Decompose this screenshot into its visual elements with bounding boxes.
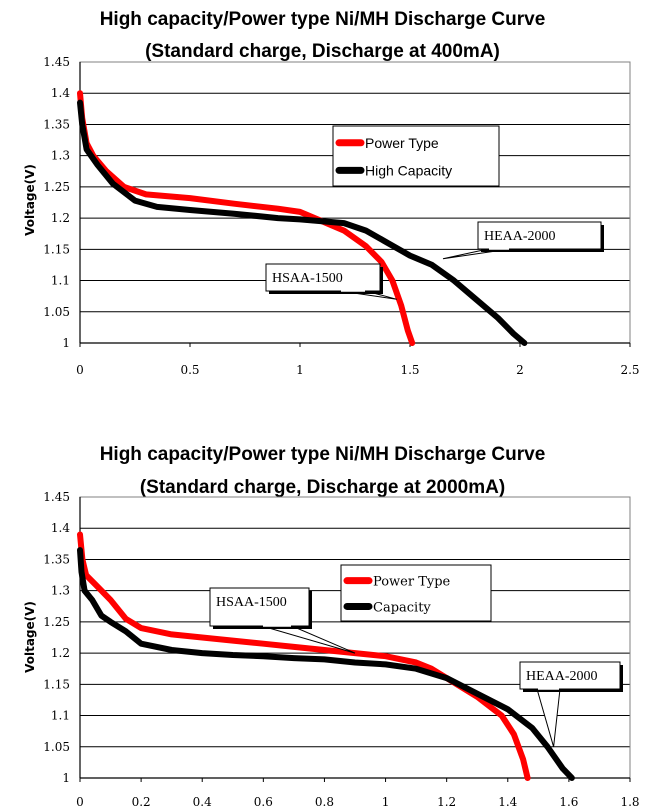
chart1-y-tick-label: 1.35 <box>43 117 70 131</box>
chart1-subtitle: (Standard charge, Discharge at 400mA) <box>145 41 500 62</box>
chart1-x-tick-label: 1.5 <box>400 363 419 377</box>
chart1-y-tick-label: 1.45 <box>43 55 70 69</box>
chart2-y-tick-label: 1.2 <box>51 646 70 660</box>
chart2-legend-label: Power Type <box>373 575 451 590</box>
chart1-y-tick-label: 1.3 <box>51 149 70 163</box>
chart1-legend-label: Power Type <box>365 135 439 151</box>
chart1-y-tick-label: 1.4 <box>51 86 70 100</box>
chart2-title: High capacity/Power type Ni/MH Discharge… <box>99 444 546 465</box>
chart2-callout-pointer <box>536 688 561 747</box>
chart2-y-tick-label: 1.35 <box>43 552 70 566</box>
chart2-plot-frame <box>79 496 631 779</box>
chart2-subtitle: (Standard charge, Discharge at 2000mA) <box>139 477 506 498</box>
chart2-callout-label: HSAA-1500 <box>216 595 287 610</box>
chart2-legend-label: Capacity <box>373 600 431 615</box>
chart1-series-line-high-capacity <box>77 99 528 346</box>
chart1-y-tick-label: 1.25 <box>43 180 70 194</box>
chart1-x-tick-label: 2.5 <box>620 363 639 377</box>
chart2-x-tick-label: 1.4 <box>498 795 517 809</box>
chart2-y-tick-label: 1.25 <box>43 615 70 629</box>
chart2-x-tick-label: 1 <box>382 795 390 809</box>
chart1-x-tick-label: 0.5 <box>180 363 199 377</box>
chart2-x-tick-label: 1.6 <box>559 795 578 809</box>
chart1-callout-box <box>265 263 381 292</box>
chart1-y-tick-label: 1.15 <box>43 242 70 256</box>
chart1-legend-label: High Capacity <box>365 162 452 178</box>
chart2-legend-box <box>340 564 492 622</box>
chart1-y-tick-label: 1.2 <box>51 211 70 225</box>
chart1-plot-frame <box>79 61 631 344</box>
chart2-y-tick-label: 1.15 <box>43 677 70 691</box>
chart1-x-tick-label: 0 <box>76 363 84 377</box>
chart2-x-tick-label: 0.2 <box>132 795 151 809</box>
chart1-legend-box <box>332 125 500 187</box>
chart2-callout-box <box>209 587 310 627</box>
chart1-y-tick-label: 1 <box>62 336 70 350</box>
chart2-y-axis-label: Voltage(V) <box>23 601 37 673</box>
chart1-x-tick-label: 1 <box>296 363 304 377</box>
chart2-series-line-power-type <box>77 531 531 781</box>
chart2-y-tick-label: 1 <box>62 771 70 785</box>
chart1-callout-label: HEAA-2000 <box>484 229 556 244</box>
chart2-y-tick-label: 1.05 <box>43 740 70 754</box>
chart2-callout-label: HEAA-2000 <box>526 669 598 684</box>
chart1-y-tick-label: 1.05 <box>43 305 70 319</box>
chart1-y-axis-label: Voltage(V) <box>23 164 37 236</box>
chart2-y-tick-label: 1.45 <box>43 490 70 504</box>
chart2-x-tick-label: 0.6 <box>254 795 273 809</box>
chart2-y-tick-label: 1.3 <box>51 584 70 598</box>
chart1-title: High capacity/Power type Ni/MH Discharge… <box>99 9 546 30</box>
chart1-x-tick-label: 2 <box>516 363 524 377</box>
chart2-x-tick-label: 1.8 <box>620 795 639 809</box>
chart2-callout-box <box>519 661 621 690</box>
chart2-y-tick-label: 1.1 <box>51 709 70 723</box>
chart2-x-tick-label: 0.4 <box>193 795 212 809</box>
chart2-x-tick-label: 0.8 <box>315 795 334 809</box>
chart2-callout-pointer <box>261 625 356 654</box>
chart2-x-tick-label: 1.2 <box>437 795 456 809</box>
chart1-y-tick-label: 1.1 <box>51 274 70 288</box>
chart1-callout-label: HSAA-1500 <box>272 271 343 286</box>
chart1-callout-box <box>477 221 602 250</box>
chart2-series-line-capacity <box>77 547 575 781</box>
chart2-x-tick-label: 0 <box>76 795 84 809</box>
chart2-y-tick-label: 1.4 <box>51 521 70 535</box>
